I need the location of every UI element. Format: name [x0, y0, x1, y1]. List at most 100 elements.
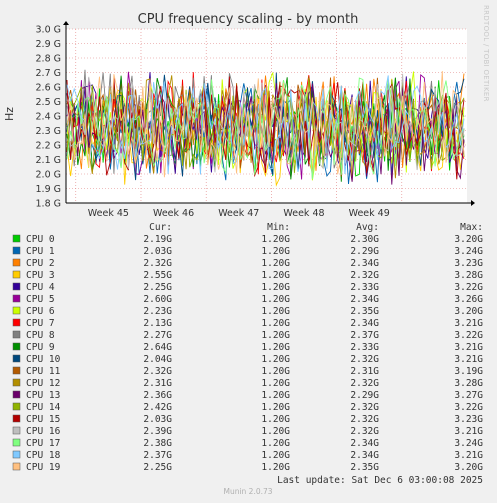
y-axis-arrow	[63, 21, 69, 25]
y-tick-label: 2.9 G	[36, 39, 62, 50]
legend-value-min: 1.20G	[261, 366, 290, 377]
legend-swatch	[12, 414, 21, 423]
rrdtool-side-label: RRDTOOL / TOBI OETIKER	[482, 5, 490, 102]
legend-value-max: 3.27G	[454, 390, 483, 401]
legend-value-avg: 2.29G	[350, 390, 379, 401]
y-tick-label: 2.2 G	[36, 140, 62, 151]
x-tick-label: Week 46	[153, 208, 194, 219]
legend-value-max: 3.23G	[454, 414, 483, 425]
x-tick-labels: Week 45 Week 46 Week 47 Week 48 Week 49	[88, 208, 390, 219]
legend-value-avg: 2.33G	[350, 282, 379, 293]
legend-value-min: 1.20G	[261, 342, 290, 353]
legend-series-name: CPU 9	[26, 342, 55, 353]
legend-value-max: 3.21G	[454, 354, 483, 365]
legend-value-cur: 2.25G	[143, 462, 172, 473]
y-tick-label: 3.0 G	[36, 24, 62, 35]
legend-value-cur: 2.37G	[143, 450, 172, 461]
legend-value-min: 1.20G	[261, 378, 290, 389]
series-line-cpu-16	[66, 73, 465, 179]
legend-series-name: CPU 2	[26, 258, 55, 269]
y-tick-label: 2.7 G	[36, 68, 62, 79]
legend-value-max: 3.21G	[454, 318, 483, 329]
legend-swatch	[12, 438, 21, 447]
legend-value-cur: 2.13G	[143, 318, 172, 329]
legend-value-avg: 2.35G	[350, 462, 379, 473]
legend-value-max: 3.28G	[454, 378, 483, 389]
legend-value-cur: 2.19G	[143, 234, 172, 245]
legend-value-min: 1.20G	[261, 306, 290, 317]
legend-value-max: 3.21G	[454, 426, 483, 437]
legend-value-max: 3.24G	[454, 246, 483, 257]
y-tick-label: 2.1 G	[36, 155, 62, 166]
legend-value-min: 1.20G	[261, 234, 290, 245]
legend-series-name: CPU 1	[26, 246, 55, 257]
legend-value-min: 1.20G	[261, 390, 290, 401]
legend-series-name: CPU 4	[26, 282, 55, 293]
legend-value-cur: 2.32G	[143, 366, 172, 377]
legend-series-name: CPU 14	[26, 402, 61, 413]
legend-series-name: CPU 8	[26, 330, 55, 341]
legend-value-max: 3.20G	[454, 306, 483, 317]
legend-value-min: 1.20G	[261, 426, 290, 437]
legend-value-avg: 2.32G	[350, 426, 379, 437]
series-line-cpu-18	[66, 75, 465, 175]
legend-series-name: CPU 17	[26, 438, 60, 449]
legend-value-min: 1.20G	[261, 282, 290, 293]
legend-series-name: CPU 7	[26, 318, 55, 329]
series-line-cpu-19	[66, 70, 465, 178]
legend-series-name: CPU 13	[26, 390, 60, 401]
legend-value-min: 1.20G	[261, 402, 290, 413]
legend-value-avg: 2.32G	[350, 270, 379, 281]
legend-swatch	[12, 390, 21, 399]
legend-swatch	[12, 426, 21, 435]
legend-value-cur: 2.25G	[143, 282, 172, 293]
series-lines	[66, 69, 465, 187]
legend-value-max: 3.21G	[454, 450, 483, 461]
legend-value-min: 1.20G	[261, 270, 290, 281]
legend-value-cur: 2.55G	[143, 270, 172, 281]
y-tick-label: 1.9 G	[36, 184, 62, 195]
legend-swatch	[12, 354, 21, 363]
legend-value-avg: 2.32G	[350, 402, 379, 413]
legend-value-avg: 2.32G	[350, 414, 379, 425]
legend-value-max: 3.26G	[454, 294, 483, 305]
legend-value-min: 1.20G	[261, 462, 290, 473]
legend-value-avg: 2.37G	[350, 330, 379, 341]
legend-swatch	[12, 234, 21, 243]
legend-swatch	[12, 402, 21, 411]
legend-value-avg: 2.34G	[350, 294, 379, 305]
legend-value-cur: 2.04G	[143, 354, 172, 365]
y-tick-label: 2.6 G	[36, 82, 62, 93]
series-line-cpu-5	[66, 71, 465, 180]
legend-value-min: 1.20G	[261, 318, 290, 329]
legend-value-cur: 2.36G	[143, 390, 172, 401]
legend-series-name: CPU 10	[26, 354, 61, 365]
legend-value-cur: 2.64G	[143, 342, 172, 353]
legend-value-min: 1.20G	[261, 246, 290, 257]
x-tick-label: Week 49	[349, 208, 390, 219]
legend-value-avg: 2.34G	[350, 438, 379, 449]
legend-column-header: Max:	[460, 222, 483, 233]
legend-value-cur: 2.27G	[143, 330, 172, 341]
legend-value-avg: 2.34G	[350, 258, 379, 269]
legend-column-header: Cur:	[149, 222, 172, 233]
legend-value-avg: 2.34G	[350, 450, 379, 461]
y-tick-label: 2.3 G	[36, 126, 62, 137]
legend-value-cur: 2.03G	[143, 414, 172, 425]
chart-title: CPU frequency scaling - by month	[138, 12, 359, 27]
legend-swatch	[12, 342, 21, 351]
legend-series-name: CPU 12	[26, 378, 60, 389]
legend-swatch	[12, 282, 21, 291]
legend-value-avg: 2.30G	[350, 234, 379, 245]
legend-value-max: 3.20G	[454, 234, 483, 245]
x-tick-label: Week 47	[218, 208, 259, 219]
legend-value-min: 1.20G	[261, 414, 290, 425]
legend-value-min: 1.20G	[261, 354, 290, 365]
munin-footer: Munin 2.0.73	[223, 487, 272, 496]
legend-value-max: 3.20G	[454, 462, 483, 473]
legend-swatch	[12, 306, 21, 315]
y-tick-label: 2.0 G	[36, 169, 62, 180]
legend-swatch	[12, 318, 21, 327]
